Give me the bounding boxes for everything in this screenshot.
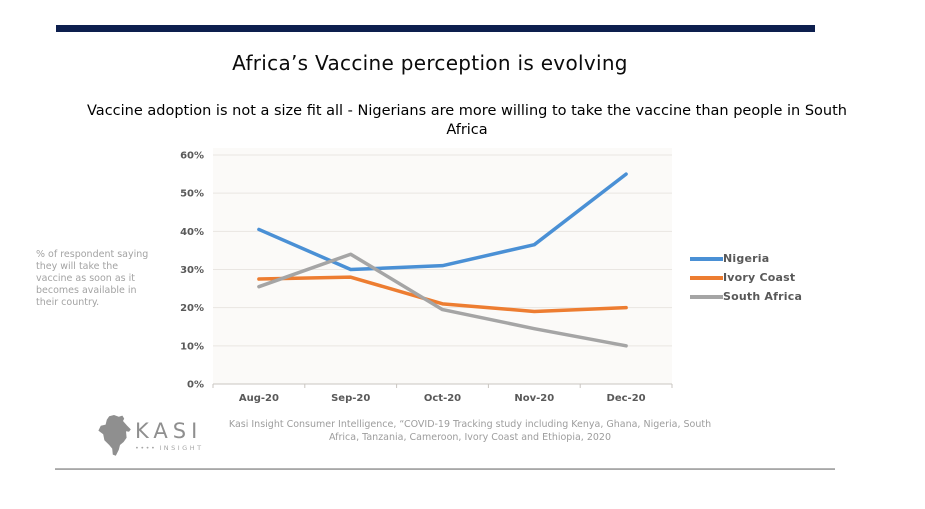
logo-sub-text: INSIGHT: [159, 444, 204, 452]
bottom-divider: [55, 468, 835, 470]
africa-map-icon: [98, 415, 131, 456]
page-subtitle: Vaccine adoption is not a size fit all -…: [87, 103, 847, 138]
chart-legend: Nigeria Ivory Coast South Africa: [690, 249, 802, 306]
nigeria-line-swatch: [690, 256, 723, 261]
y-tick-label: 0%: [187, 380, 204, 391]
y-tick-label: 20%: [180, 303, 204, 314]
page-title: Africa’s Vaccine perception is evolving: [232, 51, 628, 75]
top-accent-bar: [56, 25, 815, 32]
line-chart: 0% 10% 20% 30% 40% 50% 60% Aug-20 Sep-20 Oct-20 No…: [180, 148, 673, 404]
x-tick-label: Dec-20: [607, 393, 646, 404]
legend-item-ivory-coast[interactable]: Ivory Coast: [690, 268, 802, 287]
logo-brand-text: KASI: [135, 419, 203, 443]
x-tick-label: Nov-20: [514, 393, 554, 404]
series-line-south-africa: [257, 252, 628, 348]
axis-annotation: % of respondent saying they will take th…: [36, 249, 149, 308]
series-line-nigeria: [257, 172, 628, 272]
source-citation: Kasi Insight Consumer Intelligence, “COV…: [228, 419, 712, 443]
kasi-logo: KASI •••• INSIGHT: [95, 413, 215, 459]
logo-dots: ••••: [135, 444, 157, 452]
y-tick-label: 50%: [180, 189, 204, 200]
legend-item-nigeria[interactable]: Nigeria: [690, 249, 802, 268]
ivory-coast-line-swatch: [690, 275, 723, 280]
legend-label: Nigeria: [723, 252, 770, 265]
legend-label: Ivory Coast: [723, 271, 796, 284]
series-line-ivory-coast: [257, 275, 628, 314]
y-tick-label: 30%: [180, 265, 204, 276]
x-tick-label: Sep-20: [331, 393, 370, 404]
y-tick-label: 40%: [180, 227, 204, 238]
legend-item-south-africa[interactable]: South Africa: [690, 287, 802, 306]
y-tick-label: 10%: [180, 341, 204, 352]
x-tick-label: Oct-20: [424, 393, 461, 404]
x-tick-label: Aug-20: [239, 393, 279, 404]
y-tick-label: 60%: [180, 151, 204, 162]
legend-label: South Africa: [723, 290, 803, 303]
south-africa-line-swatch: [690, 294, 723, 299]
